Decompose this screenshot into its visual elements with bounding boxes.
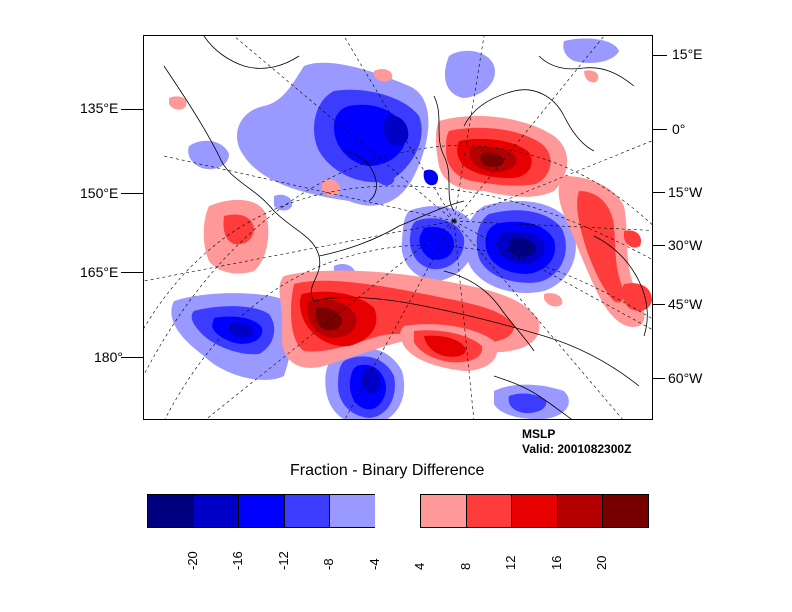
axis-tick: [653, 192, 665, 193]
colorbar-label: -20: [185, 551, 200, 570]
colorbar-label: -16: [230, 551, 245, 570]
axis-tick: [121, 357, 143, 358]
pos-europe: [436, 116, 567, 197]
axis-tick: [653, 378, 665, 379]
colorbar-label: 12: [503, 556, 518, 570]
colorbar-box: [375, 494, 422, 528]
axis-tick: [653, 55, 667, 56]
axis-label-15e: 15°E: [672, 46, 703, 62]
valid-time-label: Valid: 2001082300Z: [522, 442, 631, 456]
colorbar-box: [557, 494, 604, 528]
axis-label-135e: 135°E: [80, 100, 118, 116]
field-name-label: MSLP: [522, 427, 555, 441]
map-panel: [143, 35, 653, 420]
axis-tick: [653, 245, 665, 246]
axis-tick: [121, 109, 143, 110]
colorbar-label: -12: [276, 551, 291, 570]
axis-label-15w: 15°W: [668, 184, 702, 200]
colorbar-label: 20: [594, 556, 609, 570]
colorbar-box: [329, 494, 376, 528]
plot-title: Fraction - Binary Difference: [290, 462, 484, 480]
axis-label-150e: 150°E: [80, 185, 118, 201]
colorbar-box: [602, 494, 649, 528]
colorbar-label: 16: [549, 556, 564, 570]
map-canvas: [144, 36, 653, 420]
colorbar-label: -8: [321, 558, 336, 570]
axis-label-60w: 60°W: [668, 370, 702, 386]
axis-label-180: 180°: [94, 349, 123, 365]
colorbar-box: [420, 494, 467, 528]
neg-canada-south: [494, 385, 569, 420]
colorbar-label: 8: [458, 563, 473, 570]
neg-north-atlantic: [466, 201, 576, 293]
colorbar-box: [238, 494, 285, 528]
colorbar-box: [511, 494, 558, 528]
axis-label-45w: 45°W: [668, 296, 702, 312]
colorbar-box: [193, 494, 240, 528]
axis-label-30w: 30°W: [668, 237, 702, 253]
axis-tick: [653, 129, 667, 130]
colorbar-label: -4: [367, 558, 382, 570]
axis-tick: [121, 193, 143, 194]
axis-label-0: 0°: [672, 121, 685, 137]
colorbar-box: [284, 494, 331, 528]
colorbar: [147, 494, 648, 530]
pos-east-siberia: [204, 200, 269, 274]
colorbar-label: 4: [412, 563, 427, 570]
axis-tick: [653, 304, 665, 305]
neg-pacific-west: [171, 293, 292, 380]
axis-label-165e: 165°E: [80, 264, 118, 280]
colorbar-box: [147, 494, 194, 528]
colorbar-box: [466, 494, 513, 528]
axis-tick: [121, 272, 143, 273]
neg-barents: [402, 206, 476, 281]
